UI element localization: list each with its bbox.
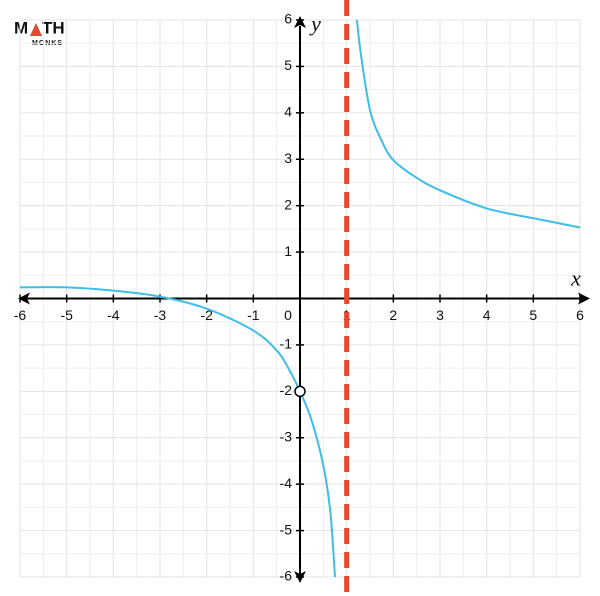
x-tick-label: 4 — [483, 307, 491, 323]
y-tick-label: 5 — [284, 57, 292, 73]
logo-triangle — [30, 23, 42, 36]
y-tick-label: -5 — [280, 521, 293, 537]
axis-label: y — [309, 11, 321, 36]
logo-text: M — [14, 18, 28, 37]
x-tick-label: -4 — [107, 307, 120, 323]
x-tick-label: -5 — [60, 307, 73, 323]
x-tick-label: -2 — [200, 307, 213, 323]
x-tick-label: 3 — [436, 307, 444, 323]
x-tick-label: 5 — [529, 307, 537, 323]
y-tick-label: 4 — [284, 104, 292, 120]
y-tick-label: -4 — [280, 475, 293, 491]
arrow — [578, 292, 590, 305]
y-tick-label: 1 — [284, 243, 292, 259]
hole — [294, 385, 306, 398]
x-tick-label: -3 — [154, 307, 167, 323]
arrow — [294, 16, 306, 28]
x-tick-label: 2 — [389, 307, 397, 323]
y-tick-label: -3 — [280, 428, 293, 444]
x-tick-label: 0 — [284, 307, 292, 323]
y-tick-label: -2 — [280, 382, 293, 398]
logo-text: TH — [42, 18, 65, 37]
y-tick-label: 3 — [284, 150, 292, 166]
x-tick-label: 6 — [576, 307, 584, 323]
y-tick-label: 2 — [284, 196, 292, 212]
y-tick-label: -6 — [280, 568, 293, 584]
arrow — [18, 292, 30, 305]
y-tick-label: -1 — [280, 336, 293, 352]
axis-label: x — [570, 266, 581, 291]
logo: M TH MONKS — [14, 18, 65, 46]
x-tick-label: -6 — [14, 307, 27, 323]
x-tick-label: -1 — [247, 307, 260, 323]
curve — [19, 19, 581, 578]
y-tick-label: 6 — [284, 11, 292, 27]
